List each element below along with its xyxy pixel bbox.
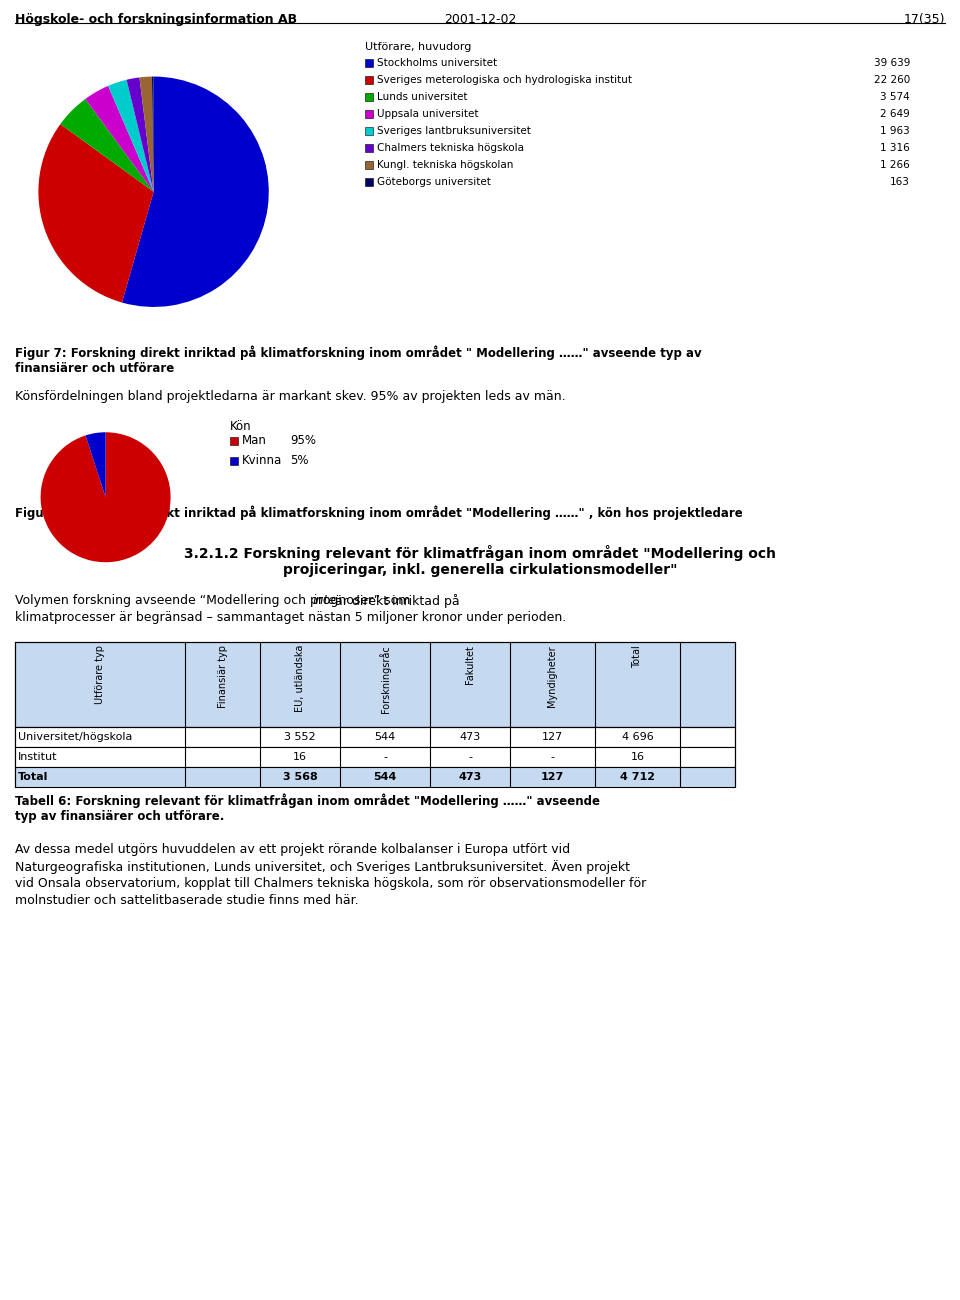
Text: 4 712: 4 712 [620, 772, 655, 783]
Text: 39 639: 39 639 [874, 58, 910, 68]
Text: 2 649: 2 649 [880, 109, 910, 120]
Text: Figur 8: Forskning direkt inriktad på klimatforskning inom området "Modellering : Figur 8: Forskning direkt inriktad på kl… [15, 504, 743, 520]
Text: är direkt inriktad på: är direkt inriktad på [331, 594, 460, 608]
Wedge shape [139, 77, 154, 191]
Bar [365, 161, 373, 169]
Text: 3.2.1.2 Forskning relevant för klimatfrågan inom området "Modellering och: 3.2.1.2 Forskning relevant för klimatfrå… [184, 545, 776, 562]
Wedge shape [152, 77, 154, 191]
Wedge shape [108, 79, 154, 191]
Text: 4 696: 4 696 [622, 732, 654, 742]
Bar [365, 58, 373, 68]
Text: 22 260: 22 260 [874, 75, 910, 84]
Text: 16: 16 [631, 751, 644, 762]
Bar [365, 75, 373, 84]
Text: vid Onsala observatorium, kopplat till Chalmers tekniska högskola, som rör obser: vid Onsala observatorium, kopplat till C… [15, 878, 646, 891]
Text: Kungl. tekniska högskolan: Kungl. tekniska högskolan [377, 160, 514, 170]
Bar [230, 437, 238, 445]
Text: Av dessa medel utgörs huvuddelen av ett projekt rörande kolbalanser i Europa utf: Av dessa medel utgörs huvuddelen av ett … [15, 842, 570, 855]
Text: -: - [468, 751, 472, 762]
Text: 127: 127 [540, 772, 564, 783]
Text: 544: 544 [374, 732, 396, 742]
Wedge shape [85, 86, 154, 191]
Text: Total: Total [18, 772, 48, 783]
Text: Tabell 6: Forskning relevant för klimatfrågan inom området "Modellering ……" avse: Tabell 6: Forskning relevant för klimatf… [15, 793, 600, 823]
Bar [365, 144, 373, 152]
Wedge shape [60, 99, 154, 191]
Text: -: - [383, 751, 387, 762]
Text: Högskole- och forskningsinformation AB: Högskole- och forskningsinformation AB [15, 13, 298, 26]
Text: 544: 544 [373, 772, 396, 783]
Bar [15, 767, 735, 786]
Text: molnstudier och sattelitbaserade studie finns med här.: molnstudier och sattelitbaserade studie … [15, 894, 359, 907]
Text: Figur 7: Forskning direkt inriktad på klimatforskning inom området " Modellering: Figur 7: Forskning direkt inriktad på kl… [15, 344, 702, 374]
Text: Göteborgs universitet: Göteborgs universitet [377, 177, 491, 187]
Text: 473: 473 [458, 772, 482, 783]
Text: 163: 163 [890, 177, 910, 187]
Bar [365, 111, 373, 118]
Wedge shape [122, 77, 269, 307]
Text: Chalmers tekniska högskola: Chalmers tekniska högskola [377, 143, 524, 153]
Text: 95%: 95% [290, 434, 316, 447]
Wedge shape [85, 432, 106, 497]
Text: 5%: 5% [290, 455, 308, 468]
Text: Myndigheter: Myndigheter [547, 645, 558, 707]
Text: Kön: Kön [230, 420, 252, 433]
Text: EU, utländska: EU, utländska [295, 645, 305, 712]
Text: 1 963: 1 963 [880, 126, 910, 136]
Text: 17(35): 17(35) [903, 13, 945, 26]
Text: 1 316: 1 316 [880, 143, 910, 153]
Text: Universitet/högskola: Universitet/högskola [18, 732, 132, 742]
Text: -: - [550, 751, 555, 762]
Text: Uppsala universitet: Uppsala universitet [377, 109, 478, 120]
Wedge shape [127, 78, 154, 191]
Text: Fakultet: Fakultet [465, 645, 475, 684]
Text: Utförare typ: Utförare typ [95, 645, 105, 705]
Text: 3 568: 3 568 [282, 772, 318, 783]
Text: Volymen forskning avseende “Modellering och prognoser” som: Volymen forskning avseende “Modellering … [15, 594, 415, 607]
Wedge shape [40, 432, 171, 562]
Wedge shape [38, 124, 154, 303]
Text: 3 552: 3 552 [284, 732, 316, 742]
Text: Utförare, huvudorg: Utförare, huvudorg [365, 42, 471, 52]
Bar [365, 94, 373, 101]
Text: klimatprocesser är begränsad – sammantaget nästan 5 miljoner kronor under period: klimatprocesser är begränsad – sammantag… [15, 611, 566, 624]
Text: 3 574: 3 574 [880, 92, 910, 101]
Text: Forskningsråc: Forskningsråc [379, 645, 391, 712]
Text: Finansiär typ: Finansiär typ [218, 645, 228, 708]
Text: Man: Man [242, 434, 267, 447]
Text: 473: 473 [460, 732, 481, 742]
Bar [15, 747, 735, 767]
Text: 16: 16 [293, 751, 307, 762]
Text: 1 266: 1 266 [880, 160, 910, 170]
Text: 127: 127 [541, 732, 564, 742]
Bar [15, 642, 735, 727]
Text: Institut: Institut [18, 751, 58, 762]
Text: projiceringar, inkl. generella cirkulationsmodeller": projiceringar, inkl. generella cirkulati… [283, 563, 677, 577]
Bar [15, 727, 735, 747]
Text: Naturgeografiska institutionen, Lunds universitet, och Sveriges Lantbruksunivers: Naturgeografiska institutionen, Lunds un… [15, 861, 630, 874]
Text: Total: Total [633, 645, 642, 668]
Text: Sveriges meterologiska och hydrologiska institut: Sveriges meterologiska och hydrologiska … [377, 75, 632, 84]
Text: Stockholms universitet: Stockholms universitet [377, 58, 497, 68]
Text: Kvinna: Kvinna [242, 455, 282, 468]
Bar [365, 178, 373, 186]
Text: Sveriges lantbruksuniversitet: Sveriges lantbruksuniversitet [377, 126, 531, 136]
Text: Könsfördelningen bland projektledarna är markant skev. 95% av projekten leds av : Könsfördelningen bland projektledarna är… [15, 390, 565, 403]
Text: Lunds universitet: Lunds universitet [377, 92, 468, 101]
Bar [230, 458, 238, 465]
Text: 2001-12-02: 2001-12-02 [444, 13, 516, 26]
Text: inte: inte [313, 594, 337, 607]
Bar [365, 127, 373, 135]
